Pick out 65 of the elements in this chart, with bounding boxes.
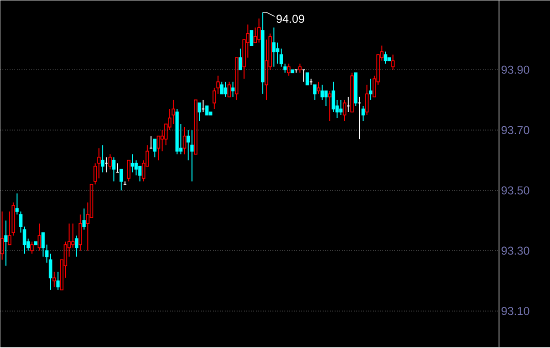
candlestick xyxy=(156,136,160,161)
candlestick xyxy=(38,223,42,252)
candlestick xyxy=(108,154,112,170)
candlestick xyxy=(316,82,320,95)
candlestick xyxy=(324,90,328,107)
annotation: 94.09 xyxy=(276,14,304,24)
candlestick xyxy=(365,84,369,116)
candlestick xyxy=(30,241,34,254)
candlestick xyxy=(350,72,354,113)
candlestick xyxy=(130,154,134,173)
candlestick xyxy=(332,82,336,113)
candlestick xyxy=(120,169,123,192)
y-tick-label: 93.50 xyxy=(502,186,530,195)
candlestick xyxy=(138,166,142,182)
candlestick xyxy=(34,241,38,246)
y-tick-label: 93.70 xyxy=(502,126,530,134)
candlestick xyxy=(71,223,75,248)
candlestick xyxy=(342,100,346,122)
candlestick xyxy=(97,148,101,179)
candlestick xyxy=(56,272,60,291)
candlestick xyxy=(74,235,78,258)
candlestick xyxy=(306,72,310,86)
candlestick xyxy=(238,48,242,70)
candlestick xyxy=(123,181,127,185)
candlestick xyxy=(205,106,209,116)
candlestick xyxy=(368,78,372,101)
candlestick xyxy=(182,126,186,155)
candlestick xyxy=(82,208,86,230)
candlestick xyxy=(313,84,316,101)
candlestick xyxy=(361,106,365,122)
candlestick xyxy=(4,220,8,266)
y-tick-label: 93.10 xyxy=(502,307,530,316)
candlestick xyxy=(0,211,4,260)
candlestick xyxy=(41,232,45,258)
candlestick xyxy=(280,48,283,68)
candlestick xyxy=(250,30,254,46)
candlestick xyxy=(339,100,343,116)
candlestick xyxy=(112,156,116,182)
candlestick xyxy=(201,100,205,113)
y-tick-label: 93.30 xyxy=(502,246,530,255)
candlestick xyxy=(391,54,395,70)
candlestick xyxy=(358,96,362,140)
y-tick-label: 93.90 xyxy=(502,66,530,74)
candlestick xyxy=(134,160,138,176)
candlestick xyxy=(194,100,198,155)
candlestick xyxy=(264,39,268,101)
candlestick xyxy=(298,63,302,74)
candlestick xyxy=(260,12,264,95)
candlestick xyxy=(175,108,179,155)
candlestick xyxy=(78,214,82,252)
candlestick xyxy=(234,57,238,101)
candlestick xyxy=(254,27,257,44)
candlestick xyxy=(257,18,261,44)
candlestick xyxy=(228,82,231,98)
candlestick xyxy=(224,82,228,98)
candlestick xyxy=(231,82,235,98)
candlestick xyxy=(328,90,332,122)
candlestick xyxy=(272,27,276,68)
candlestick xyxy=(149,136,153,149)
candlestick xyxy=(309,78,313,86)
candlestick xyxy=(100,144,104,173)
candlestick xyxy=(276,42,280,64)
candlestick xyxy=(172,100,176,125)
candlestick xyxy=(388,57,391,62)
candlestick xyxy=(198,102,202,122)
